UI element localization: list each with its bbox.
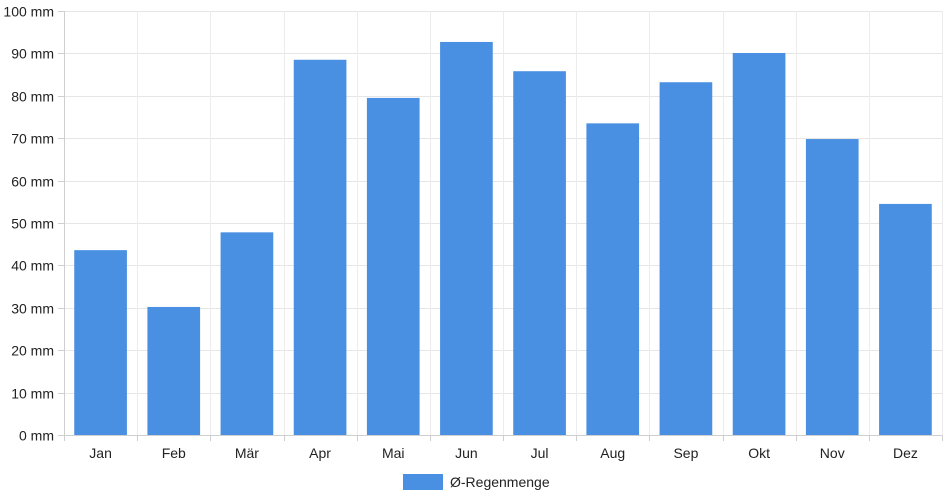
bar-apr[interactable] xyxy=(293,59,347,435)
axes xyxy=(58,11,943,441)
x-tick-label: Nov xyxy=(820,445,845,461)
bar-mai[interactable] xyxy=(366,97,420,436)
x-tick-label: Jul xyxy=(531,445,549,461)
grid-lines xyxy=(64,11,943,435)
bar-jul[interactable] xyxy=(513,71,566,436)
y-tick-label: 100 mm xyxy=(3,4,54,20)
x-tick-label: Apr xyxy=(309,445,331,461)
y-tick-label: 60 mm xyxy=(11,174,54,190)
y-tick-label: 90 mm xyxy=(11,46,54,62)
y-tick-label: 30 mm xyxy=(11,301,54,317)
x-tick-label: Feb xyxy=(162,445,186,461)
bar-feb[interactable] xyxy=(147,306,201,435)
bar-aug[interactable] xyxy=(586,123,640,436)
y-tick-label: 20 mm xyxy=(11,343,54,359)
bar-mär[interactable] xyxy=(220,232,274,435)
x-tick-label: Mär xyxy=(235,445,259,461)
y-axis-tick-labels: 0 mm 10 mm 20 mm 30 mm 40 mm 50 mm 60 mm 70 mm 8… xyxy=(3,4,54,444)
bars xyxy=(74,41,932,436)
x-tick-label: Mai xyxy=(382,445,405,461)
bar-jan[interactable] xyxy=(74,250,127,435)
x-tick-label: Jun xyxy=(455,445,478,461)
legend-swatch[interactable] xyxy=(403,474,443,490)
bar-nov[interactable] xyxy=(805,139,859,436)
x-tick-label: Sep xyxy=(673,445,698,461)
bar-jun[interactable] xyxy=(440,41,493,435)
y-tick-label: 70 mm xyxy=(11,131,54,147)
y-tick-label: 50 mm xyxy=(11,216,54,232)
x-tick-label: Aug xyxy=(600,445,625,461)
x-tick-label: Dez xyxy=(893,445,918,461)
y-tick-label: 80 mm xyxy=(11,89,54,105)
y-tick-label: 0 mm xyxy=(19,428,54,444)
y-tick-label: 10 mm xyxy=(11,386,54,402)
bar-dez[interactable] xyxy=(879,203,932,435)
bar-okt[interactable] xyxy=(732,52,786,435)
bar-sep[interactable] xyxy=(659,82,713,435)
legend-label[interactable]: Ø-Regenmenge xyxy=(450,474,550,490)
x-tick-label: Okt xyxy=(748,445,770,461)
x-axis-tick-labels: Jan Feb Mär Apr Mai Jun Jul Aug Sep Okt Nov Dez xyxy=(89,445,918,461)
legend[interactable]: Ø-Regenmenge xyxy=(403,474,550,490)
x-tick-label: Jan xyxy=(89,445,112,461)
y-tick-label: 40 mm xyxy=(11,258,54,274)
